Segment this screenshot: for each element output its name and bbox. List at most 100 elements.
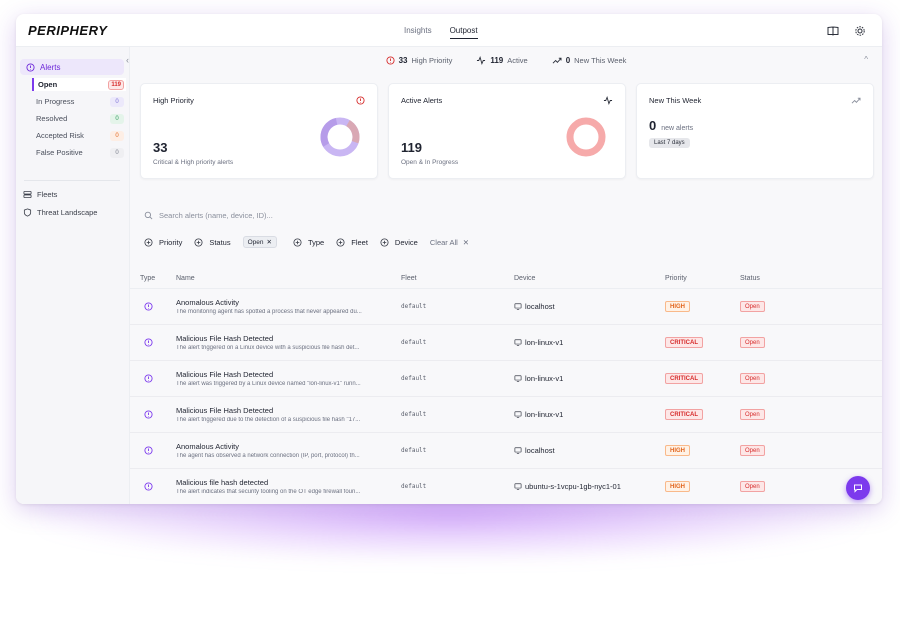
monitor-icon — [514, 339, 522, 346]
alert-description: The alert was triggered by a Linux devic… — [176, 381, 361, 387]
plus-circle-icon — [293, 237, 302, 247]
device-name: lon-linux-v1 — [525, 410, 564, 419]
chat-button[interactable] — [846, 476, 870, 500]
filter-type[interactable]: Type — [293, 238, 324, 247]
status-badge: Open — [740, 337, 765, 348]
column-header-fleet[interactable]: Fleet — [401, 275, 417, 282]
card-high-priority[interactable]: High Priority 33 Critical & High priorit… — [140, 83, 378, 179]
sidebar-item-alerts[interactable]: Alerts — [20, 59, 124, 75]
tab-outpost[interactable]: Outpost — [449, 14, 478, 47]
alert-fleet: default — [401, 483, 427, 490]
sidebar-item-label: Fleets — [37, 190, 58, 199]
search-input[interactable]: Search alerts (name, device, ID)... — [159, 211, 273, 220]
search-field[interactable]: Search alerts (name, device, ID)... — [144, 211, 273, 220]
alert-circle-icon — [144, 302, 153, 311]
count-badge: 119 — [108, 79, 124, 90]
table-row[interactable]: Malicious File Hash Detected The alert tr… — [130, 397, 882, 433]
count-badge: 0 — [110, 147, 124, 158]
filter-row: Priority Status Open ✕ Type Fleet — [144, 236, 469, 248]
alert-name[interactable]: Anomalous Activity — [176, 442, 239, 451]
sidebar-item-false-positive[interactable]: False Positive 0 — [32, 146, 126, 159]
filter-area: Search alerts (name, device, ID)... Prio… — [130, 197, 882, 271]
gear-icon[interactable] — [854, 25, 866, 37]
filter-fleet[interactable]: Fleet — [336, 238, 368, 247]
summary-high-priority[interactable]: 33 High Priority — [386, 55, 452, 65]
card-subtitle: Critical & High priority alerts — [153, 159, 234, 166]
sidebar-item-threat-landscape[interactable]: Threat Landscape — [23, 208, 97, 217]
sidebar-item-accepted-risk[interactable]: Accepted Risk 0 — [32, 129, 126, 142]
priority-badge: HIGH — [665, 481, 690, 492]
clear-all-button[interactable]: Clear All ✕ — [430, 238, 469, 247]
filter-device[interactable]: Device — [380, 238, 418, 247]
table-row[interactable]: Malicious File Hash Detected The alert wa… — [130, 361, 882, 397]
card-active-alerts[interactable]: Active Alerts 119 Open & In Progress — [388, 83, 626, 179]
status-badge: Open — [740, 301, 765, 312]
column-header-device[interactable]: Device — [514, 275, 536, 282]
column-header-priority[interactable]: Priority — [665, 275, 687, 282]
alert-device: ubuntu-s-1vcpu-1gb-nyc1-01 — [514, 482, 621, 491]
table-row[interactable]: Anomalous Activity The agent has observed… — [130, 433, 882, 469]
app-logo[interactable]: PERIPHERY — [28, 23, 108, 38]
alert-description: The agent has observed a network connect… — [176, 453, 360, 459]
alert-circle-icon — [356, 96, 365, 105]
table-header: Type Name Fleet Device Priority Status — [130, 269, 882, 289]
sidebar-item-label: In Progress — [36, 97, 75, 106]
sidebar-item-open[interactable]: Open 119 — [32, 78, 126, 91]
alert-name[interactable]: Malicious file hash detected — [176, 478, 269, 487]
card-new-this-week[interactable]: New This Week 0 new alerts Last 7 days — [636, 83, 874, 179]
table-row[interactable]: Malicious file hash detected The alert in… — [130, 469, 882, 504]
table-row[interactable]: Anomalous Activity The monitoring agent h… — [130, 289, 882, 325]
status-filter-chip[interactable]: Open ✕ — [242, 236, 277, 248]
collapse-sidebar-icon[interactable]: ‹ — [126, 55, 129, 65]
alert-circle-icon — [144, 446, 153, 455]
monitor-icon — [514, 447, 522, 454]
column-header-name[interactable]: Name — [176, 275, 195, 282]
server-icon — [23, 190, 32, 199]
filter-priority[interactable]: Priority — [144, 238, 182, 247]
column-header-status[interactable]: Status — [740, 275, 760, 282]
monitor-icon — [514, 411, 522, 418]
plus-circle-icon — [144, 237, 153, 247]
table-row[interactable]: Malicious File Hash Detected The alert tr… — [130, 325, 882, 361]
filter-status[interactable]: Status — [194, 237, 231, 247]
monitor-icon — [514, 483, 522, 490]
sidebar-item-resolved[interactable]: Resolved 0 — [32, 112, 126, 125]
device-name: localhost — [525, 446, 555, 455]
device-name: lon-linux-v1 — [525, 338, 564, 347]
priority-badge: CRITICAL — [665, 373, 703, 384]
alert-description: The alert triggered on a Linux device wi… — [176, 345, 360, 351]
sidebar-item-fleets[interactable]: Fleets — [23, 190, 57, 199]
alert-circle-icon — [144, 410, 153, 419]
alert-name[interactable]: Malicious File Hash Detected — [176, 370, 274, 379]
trending-up-icon — [851, 97, 861, 104]
top-bar: PERIPHERY Insights Outpost — [16, 14, 882, 47]
filter-label: Status — [209, 237, 231, 247]
device-name: lon-linux-v1 — [525, 374, 564, 383]
summary-value: 33 — [398, 55, 408, 65]
main-content: 33 High Priority 119 Active 0 New This W… — [130, 47, 882, 504]
priority-badge: HIGH — [665, 301, 690, 312]
count-badge: 0 — [110, 96, 124, 107]
summary-label: Active — [507, 55, 528, 65]
sidebar-item-label: False Positive — [36, 148, 83, 157]
alert-circle-icon — [144, 374, 153, 383]
priority-badge: CRITICAL — [665, 337, 703, 348]
alert-description: The alert indicates that security toolin… — [176, 489, 361, 495]
alert-name[interactable]: Anomalous Activity — [176, 298, 239, 307]
close-icon[interactable]: ✕ — [266, 239, 272, 246]
alert-device: localhost — [514, 446, 555, 455]
summary-active[interactable]: 119 Active — [476, 55, 528, 65]
book-icon[interactable] — [827, 25, 839, 37]
monitor-icon — [514, 375, 522, 382]
tab-insights[interactable]: Insights — [404, 26, 432, 35]
alert-name[interactable]: Malicious File Hash Detected — [176, 334, 274, 343]
sidebar: ‹ Alerts Open 119 In Progress 0 Resolved… — [16, 47, 130, 504]
alert-name[interactable]: Malicious File Hash Detected — [176, 406, 274, 415]
chat-icon — [854, 484, 862, 493]
alert-description: The monitoring agent has spotted a proce… — [176, 309, 362, 315]
column-header-type[interactable]: Type — [140, 275, 156, 282]
summary-new-this-week[interactable]: 0 New This Week — [552, 56, 626, 65]
chevron-up-icon[interactable]: ^ — [864, 55, 868, 64]
card-title: Active Alerts — [401, 96, 443, 105]
sidebar-item-in-progress[interactable]: In Progress 0 — [32, 95, 126, 108]
